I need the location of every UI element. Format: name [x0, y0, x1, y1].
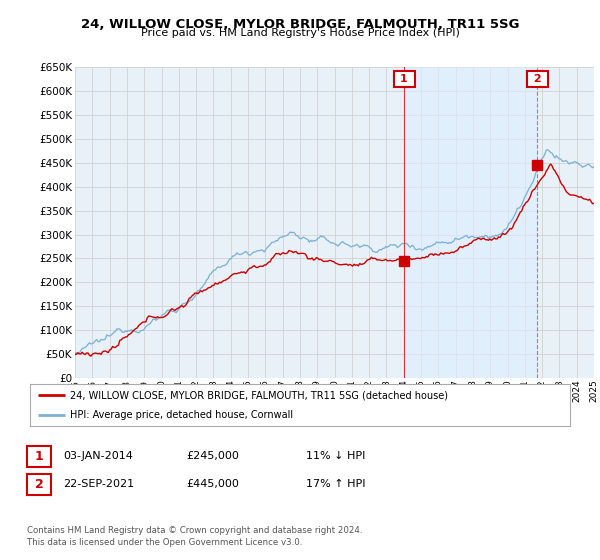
Text: 22-SEP-2021: 22-SEP-2021: [63, 479, 134, 489]
Text: 24, WILLOW CLOSE, MYLOR BRIDGE, FALMOUTH, TR11 5SG: 24, WILLOW CLOSE, MYLOR BRIDGE, FALMOUTH…: [81, 18, 519, 31]
Text: £245,000: £245,000: [186, 451, 239, 461]
Text: 2: 2: [35, 478, 43, 491]
Bar: [404, 67, 538, 378]
Text: Contains HM Land Registry data © Crown copyright and database right 2024.
This d: Contains HM Land Registry data © Crown c…: [27, 526, 362, 547]
Text: 2: 2: [530, 74, 545, 84]
Text: 11% ↓ HPI: 11% ↓ HPI: [306, 451, 365, 461]
Text: £445,000: £445,000: [186, 479, 239, 489]
Text: Price paid vs. HM Land Registry's House Price Index (HPI): Price paid vs. HM Land Registry's House …: [140, 28, 460, 38]
Text: HPI: Average price, detached house, Cornwall: HPI: Average price, detached house, Corn…: [71, 410, 293, 420]
Text: 1: 1: [396, 74, 412, 84]
Text: 24, WILLOW CLOSE, MYLOR BRIDGE, FALMOUTH, TR11 5SG (detached house): 24, WILLOW CLOSE, MYLOR BRIDGE, FALMOUTH…: [71, 390, 449, 400]
Text: 17% ↑ HPI: 17% ↑ HPI: [306, 479, 365, 489]
Text: 03-JAN-2014: 03-JAN-2014: [63, 451, 133, 461]
Text: 1: 1: [35, 450, 43, 463]
